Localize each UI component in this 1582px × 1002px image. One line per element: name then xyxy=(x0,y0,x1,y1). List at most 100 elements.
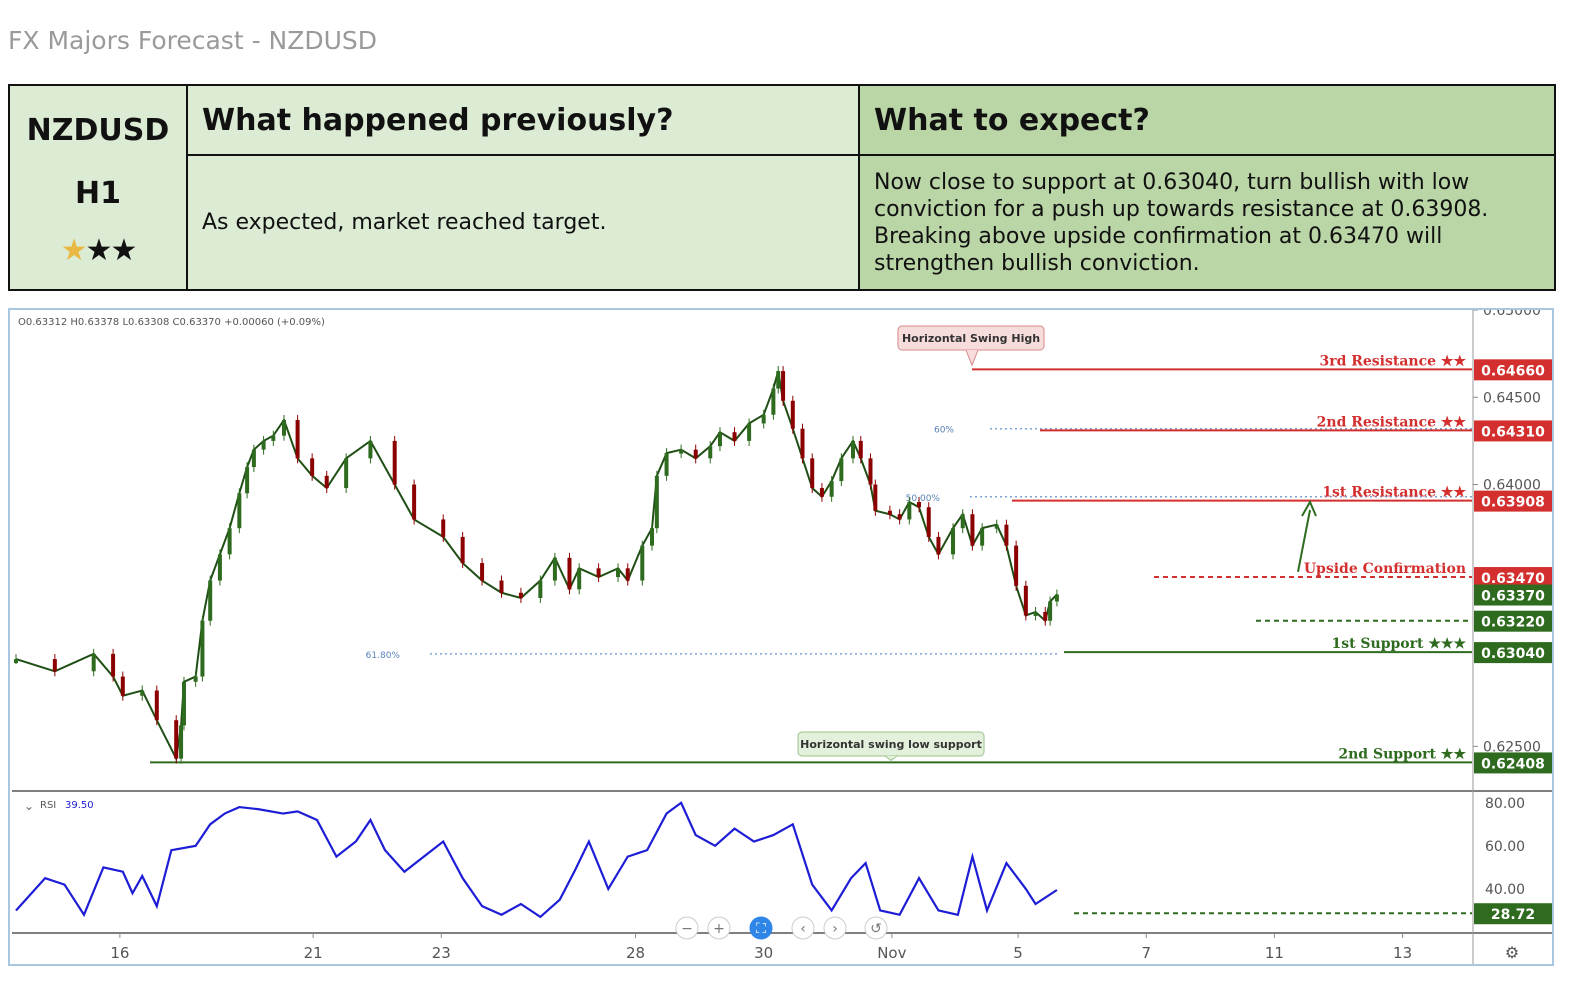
scroll-right-icon: › xyxy=(832,921,838,937)
candle-body xyxy=(518,592,523,598)
collapse-icon[interactable]: ⌄ xyxy=(24,799,34,813)
candle-body xyxy=(1033,611,1038,616)
candle-body xyxy=(392,440,397,485)
price-tick-label: 0.64000 xyxy=(1483,478,1541,494)
expect-header: What to expect? xyxy=(858,84,1556,156)
price-tag xyxy=(1474,752,1552,774)
candle-body xyxy=(1054,594,1059,602)
candle-body xyxy=(460,536,465,564)
candle-body xyxy=(271,435,276,441)
candle-body xyxy=(790,400,795,429)
candle-body xyxy=(917,502,922,508)
price-tag-label: 0.64310 xyxy=(1481,424,1545,440)
candle-body xyxy=(52,659,57,672)
candle-body xyxy=(654,475,659,529)
price-tag xyxy=(1474,359,1552,381)
candle-body xyxy=(960,514,965,529)
candle-body xyxy=(858,440,863,459)
star-icon: ★ xyxy=(85,233,113,268)
candle-body xyxy=(732,432,737,441)
scroll-left-icon: ‹ xyxy=(800,921,806,937)
candle-body xyxy=(776,371,781,389)
price-tag-label: 0.63040 xyxy=(1481,646,1545,662)
candle-body xyxy=(91,653,96,672)
candle-body xyxy=(577,568,582,590)
price-tick-label: 0.65000 xyxy=(1483,310,1541,319)
rsi-value: 39.50 xyxy=(65,800,94,811)
candle-body xyxy=(897,514,902,520)
annotation-pointer xyxy=(884,755,898,762)
level-label: Upside Confirmation xyxy=(1304,561,1466,577)
fib-level-label: 50.00% xyxy=(906,494,941,504)
candle-body xyxy=(819,488,824,497)
gear-icon[interactable]: ⚙ xyxy=(1505,943,1519,962)
time-tick-label: 28 xyxy=(626,944,645,962)
scroll-left-button[interactable] xyxy=(791,916,815,940)
rsi-tick-label: 80.00 xyxy=(1485,796,1525,812)
price-tag xyxy=(1474,490,1552,512)
level-label: 1st Resistance ★★ xyxy=(1322,485,1466,501)
conviction-stars: ★★★ xyxy=(11,233,185,268)
candle-body xyxy=(887,510,892,515)
price-tick-label: 0.62500 xyxy=(1483,739,1541,755)
forecast-summary-table: NZDUSD H1 ★★★ What happened previously? … xyxy=(8,84,1556,291)
zoom-out-button[interactable] xyxy=(675,916,699,940)
candle-body xyxy=(650,528,655,546)
candle-body xyxy=(640,545,645,581)
star-icon: ★ xyxy=(110,233,137,268)
bullish-arrow xyxy=(1297,509,1311,573)
price-tag-label: 0.63470 xyxy=(1481,571,1545,587)
time-tick-label: Nov xyxy=(877,944,906,962)
fit-screen-icon: ⛶ xyxy=(756,921,766,937)
scroll-right-button[interactable] xyxy=(823,916,847,940)
candle-body xyxy=(800,428,805,459)
candle-body xyxy=(567,557,572,590)
star-icon-filled: ★ xyxy=(60,233,88,268)
candle-body xyxy=(771,388,776,415)
candle-body xyxy=(179,725,184,759)
zoom-in-button[interactable] xyxy=(707,916,731,940)
symbol-cell: NZDUSD H1 ★★★ xyxy=(8,84,188,291)
price-tag-label: 0.64660 xyxy=(1481,363,1545,379)
level-label: 2nd Support ★★ xyxy=(1338,746,1466,762)
ohlc-header: O0.63312 H0.63378 L0.63308 C0.63370 +0.0… xyxy=(18,317,325,328)
time-tick-label: 23 xyxy=(432,944,451,962)
candle-body xyxy=(140,690,145,696)
candle-body xyxy=(717,432,722,447)
rsi-line xyxy=(15,801,1058,919)
fit-screen-button[interactable] xyxy=(749,916,773,940)
candle-body xyxy=(181,681,186,726)
candle-body xyxy=(625,568,630,581)
candle-body xyxy=(1004,524,1009,546)
candle-body xyxy=(324,475,329,489)
reset-button[interactable] xyxy=(864,916,888,940)
price-line xyxy=(15,370,1058,762)
candle-body xyxy=(810,458,815,489)
candle-body xyxy=(596,568,601,578)
level-label: 1st Support ★★★ xyxy=(1331,636,1466,652)
price-chart[interactable]: 50.00% 61.80% 60% ⌄ RSI 39.50 28.72 0.65000 0.… xyxy=(10,310,1552,964)
candle-body xyxy=(154,690,159,721)
candle-body xyxy=(111,653,116,677)
candle-body xyxy=(907,502,912,520)
annotation-pointer xyxy=(965,349,979,367)
candle-body xyxy=(174,720,179,759)
candle-body xyxy=(480,563,485,581)
bullish-arrow-head xyxy=(1301,499,1317,517)
candle-body xyxy=(761,414,766,424)
candle-body xyxy=(538,580,543,598)
candle-body xyxy=(14,659,18,664)
candle-body xyxy=(344,458,349,489)
annotation-text: Horizontal Swing High xyxy=(902,332,1040,345)
candle-body xyxy=(747,423,752,441)
time-tick-label: 13 xyxy=(1393,944,1412,962)
level-label: 2nd Resistance ★★ xyxy=(1317,414,1467,430)
fib-level-label: 61.80% xyxy=(366,651,401,661)
candle-body xyxy=(616,568,621,578)
candle-body xyxy=(873,484,878,511)
expect-text: Now close to support at 0.63040, turn bu… xyxy=(858,154,1556,291)
candle-body xyxy=(237,493,242,529)
chart-container[interactable]: 50.00% 61.80% 60% ⌄ RSI 39.50 28.72 0.65000 0.… xyxy=(8,308,1554,966)
candle-body xyxy=(781,371,786,401)
time-tick-label: 5 xyxy=(1013,944,1023,962)
